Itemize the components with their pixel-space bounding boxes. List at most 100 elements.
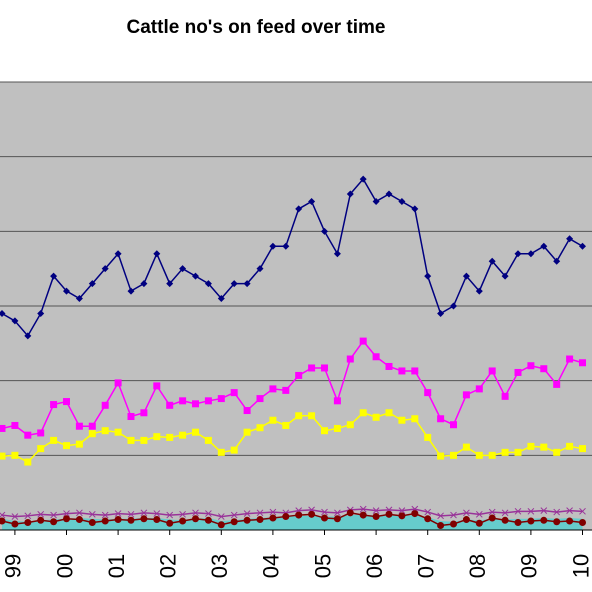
marker xyxy=(398,197,406,205)
marker xyxy=(295,412,303,420)
marker xyxy=(514,448,522,456)
marker xyxy=(385,190,393,198)
marker xyxy=(553,518,561,526)
marker xyxy=(463,509,470,517)
marker xyxy=(295,511,303,519)
marker xyxy=(192,515,199,523)
marker xyxy=(527,362,535,370)
marker xyxy=(37,309,45,317)
marker xyxy=(153,433,161,441)
x-tick-label: 05 xyxy=(310,554,335,578)
marker xyxy=(256,424,264,432)
marker xyxy=(462,391,470,399)
marker xyxy=(488,367,496,375)
marker xyxy=(114,379,122,387)
marker xyxy=(204,397,212,405)
x-tick-label: 09 xyxy=(517,554,542,578)
marker xyxy=(321,514,328,522)
marker xyxy=(295,371,303,379)
marker xyxy=(192,428,199,436)
marker xyxy=(450,520,457,528)
marker xyxy=(153,510,161,517)
marker xyxy=(63,515,70,523)
marker xyxy=(75,422,83,430)
marker xyxy=(385,510,393,518)
marker xyxy=(359,337,367,345)
marker xyxy=(462,516,470,524)
marker xyxy=(488,257,496,265)
marker xyxy=(540,242,548,250)
marker xyxy=(0,511,6,519)
marker xyxy=(437,522,445,530)
marker xyxy=(217,395,225,403)
marker xyxy=(50,272,58,280)
marker xyxy=(333,424,341,432)
marker xyxy=(437,512,444,520)
marker xyxy=(411,205,419,213)
marker xyxy=(282,242,290,250)
marker xyxy=(0,424,6,432)
marker xyxy=(269,508,277,516)
line xyxy=(1,411,583,463)
marker xyxy=(243,407,251,415)
marker xyxy=(63,398,70,406)
marker xyxy=(243,280,251,288)
marker xyxy=(527,250,535,258)
marker xyxy=(501,509,509,517)
marker xyxy=(424,389,432,397)
marker xyxy=(411,510,419,518)
marker xyxy=(514,519,522,527)
marker xyxy=(0,452,6,460)
marker xyxy=(114,428,122,436)
marker xyxy=(398,507,406,514)
marker xyxy=(101,265,109,273)
marker xyxy=(424,272,432,280)
marker xyxy=(140,280,148,288)
marker xyxy=(450,451,457,459)
marker xyxy=(437,309,445,317)
marker xyxy=(24,512,32,520)
marker xyxy=(37,510,45,518)
marker xyxy=(475,385,483,393)
x-tick-label: 01 xyxy=(104,554,129,578)
marker xyxy=(256,509,264,517)
marker xyxy=(501,516,509,524)
marker xyxy=(527,442,535,450)
marker xyxy=(24,458,32,466)
marker xyxy=(140,436,148,444)
marker xyxy=(50,518,58,526)
marker xyxy=(204,436,212,444)
marker xyxy=(398,367,406,375)
marker xyxy=(11,513,19,520)
marker xyxy=(101,427,109,435)
marker xyxy=(24,431,32,439)
x-tick-label: 07 xyxy=(414,554,439,578)
marker xyxy=(321,508,328,516)
marker xyxy=(437,415,445,423)
marker xyxy=(140,409,148,417)
marker xyxy=(462,443,470,451)
marker xyxy=(359,409,367,417)
marker xyxy=(333,515,341,523)
marker xyxy=(269,514,277,522)
x-tick-label: 06 xyxy=(362,554,387,578)
marker xyxy=(11,317,19,325)
marker xyxy=(295,205,303,213)
marker xyxy=(527,507,535,515)
marker xyxy=(527,517,535,525)
marker xyxy=(579,359,586,367)
marker xyxy=(101,401,109,409)
marker xyxy=(514,507,522,515)
marker xyxy=(179,397,187,405)
marker xyxy=(488,508,496,516)
marker xyxy=(308,510,316,518)
marker xyxy=(475,451,483,459)
marker xyxy=(488,451,496,459)
marker xyxy=(359,175,367,183)
marker xyxy=(88,519,96,527)
marker xyxy=(166,280,174,288)
marker xyxy=(398,416,406,424)
marker xyxy=(579,242,586,250)
marker xyxy=(153,382,161,390)
marker xyxy=(114,510,122,517)
